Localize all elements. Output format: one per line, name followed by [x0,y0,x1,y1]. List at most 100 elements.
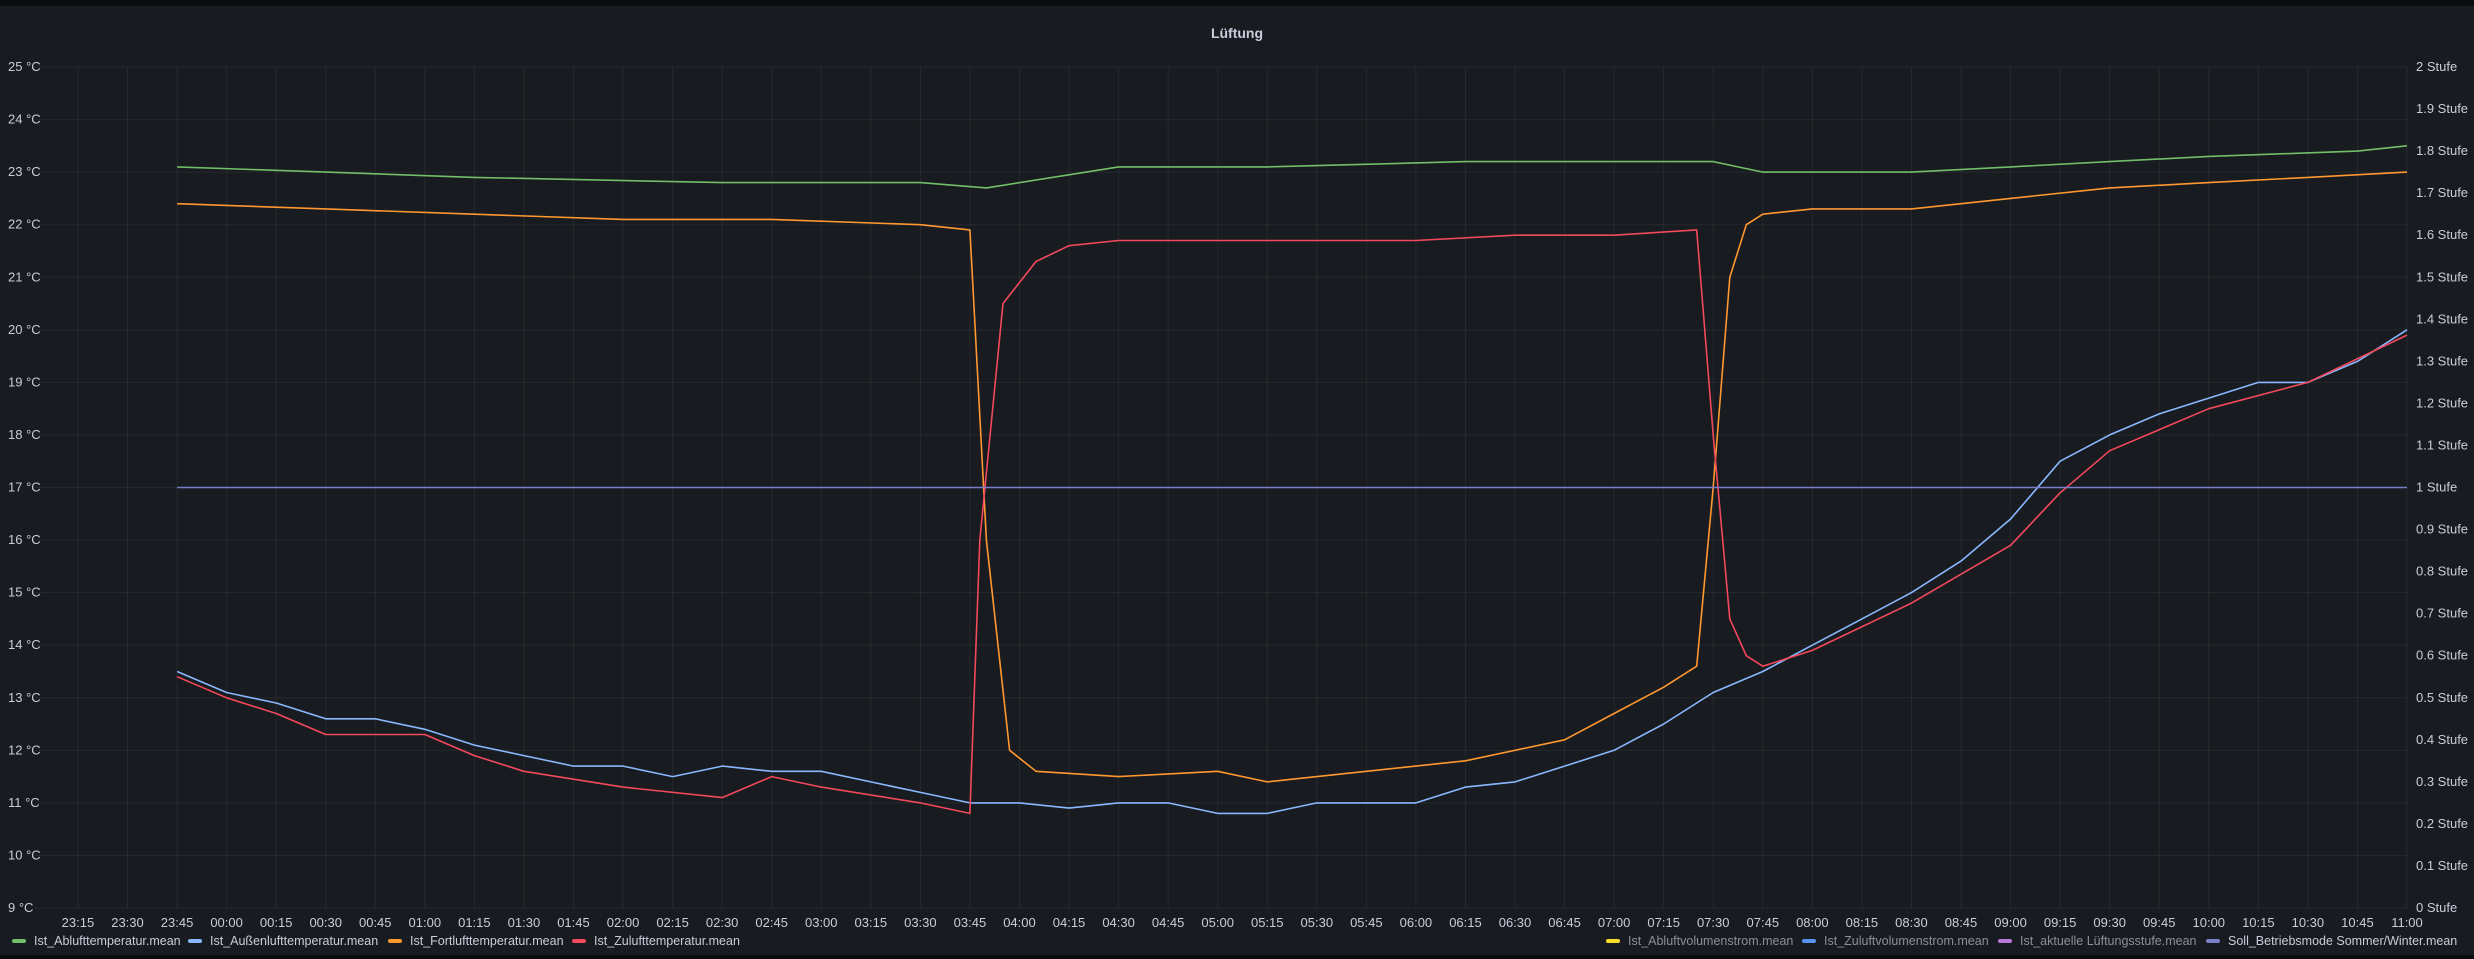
y-right-tick-label: 1.5 Stufe [2416,269,2468,284]
x-tick-label: 10:30 [2292,915,2325,930]
x-tick-label: 03:30 [904,915,937,930]
x-tick-label: 09:30 [2093,915,2126,930]
y-right-tick-label: 1.2 Stufe [2416,395,2468,410]
x-tick-label: 23:30 [111,915,144,930]
legend-item[interactable]: Ist_Fortlufttemperatur.mean [388,934,564,948]
legend: Ist_Ablufttemperatur.mean Ist_Außenluftte… [0,934,2474,950]
legend-item[interactable]: Ist_aktuelle Lüftungsstufe.mean [1998,934,2197,948]
y-right-tick-label: 0.5 Stufe [2416,690,2468,705]
series-line [176,329,2408,815]
x-tick-label: 06:30 [1499,915,1532,930]
y-right-tick-label: 1 Stufe [2416,480,2457,495]
y-left-tick-label: 17 °C [8,480,41,495]
y-right-tick-label: 0.7 Stufe [2416,606,2468,621]
y-right-tick-label: 0.1 Stufe [2416,858,2468,873]
legend-label: Ist_Zuluftvolumenstrom.mean [1824,934,1989,948]
x-tick-label: 00:30 [309,915,342,930]
legend-swatch [1802,939,1816,943]
y-right-tick-label: 0.6 Stufe [2416,648,2468,663]
x-tick-label: 07:45 [1747,915,1780,930]
y-left-tick-label: 14 °C [8,637,41,652]
legend-label: Soll_Betriebsmode Sommer/Winter.mean [2228,934,2458,948]
x-tick-label: 00:00 [210,915,243,930]
x-tick-label: 07:30 [1697,915,1730,930]
y-right-tick-label: 0.8 Stufe [2416,564,2468,579]
x-tick-label: 08:00 [1796,915,1829,930]
legend-label: Ist_Fortlufttemperatur.mean [410,934,564,948]
y-right-tick-label: 0.9 Stufe [2416,522,2468,537]
y-right-tick-label: 1.8 Stufe [2416,143,2468,158]
y-right-tick-label: 1.6 Stufe [2416,227,2468,242]
x-tick-label: 03:15 [855,915,888,930]
legend-item[interactable]: Ist_Außenlufttemperatur.mean [188,934,378,948]
line-chart: 9 °C 10 °C 11 °C 12 °C 13 °C 14 °C 15 °C 16 °C 1… [8,59,2468,930]
x-tick-label: 02:15 [656,915,689,930]
y-left-tick-label: 11 °C [8,795,40,810]
x-tick-label: 02:30 [706,915,739,930]
y-right-tick-label: 0.2 Stufe [2416,816,2468,831]
legend-item[interactable]: Ist_Abluftvolumenstrom.mean [1606,934,1793,948]
x-tick-label: 04:15 [1053,915,1086,930]
series-line [177,171,2408,783]
y-left-tick-label: 24 °C [8,112,41,127]
x-tick-label: 09:00 [1994,915,2027,930]
legend-item[interactable]: Ist_Zulufttemperatur.mean [572,934,740,948]
legend-swatch [1998,939,2012,943]
legend-swatch [1606,939,1620,943]
y-left-tick-label: 13 °C [8,690,41,705]
x-tick-label: 00:15 [260,915,293,930]
x-tick-label: 00:45 [359,915,392,930]
x-tick-label: 01:15 [458,915,491,930]
y-right-tick-label: 1.9 Stufe [2416,101,2468,116]
x-tick-label: 06:00 [1400,915,1433,930]
legend-label: Ist_Außenlufttemperatur.mean [210,934,379,948]
y-right-tick-label: 0.3 Stufe [2416,774,2468,789]
x-tick-label: 10:00 [2193,915,2226,930]
x-tick-label: 07:00 [1598,915,1631,930]
x-tick-label: 05:45 [1350,915,1383,930]
x-tick-label: 08:15 [1846,915,1879,930]
x-tick-label: 10:15 [2242,915,2275,930]
y-right-tick-label: 1.7 Stufe [2416,185,2468,200]
x-tick-label: 01:00 [409,915,442,930]
legend-swatch [2206,939,2220,943]
x-tick-label: 03:00 [805,915,838,930]
legend-swatch [12,939,26,943]
x-tick-label: 06:45 [1548,915,1581,930]
y-right-tick-label: 1.3 Stufe [2416,353,2468,368]
x-tick-label: 05:15 [1251,915,1284,930]
x-tick-label: 03:45 [954,915,987,930]
x-tick-label: 08:30 [1895,915,1928,930]
axis-layer: 9 °C 10 °C 11 °C 12 °C 13 °C 14 °C 15 °C 16 °C 1… [8,59,2468,930]
series-layer [176,145,2408,815]
legend-item[interactable]: Soll_Betriebsmode Sommer/Winter.mean [2206,934,2457,948]
x-tick-label: 02:45 [755,915,788,930]
legend-label: Ist_Zulufttemperatur.mean [594,934,740,948]
x-tick-label: 08:45 [1945,915,1978,930]
x-tick-label: 04:45 [1152,915,1185,930]
y-left-tick-label: 9 °C [8,900,33,915]
x-tick-label: 11:00 [2391,915,2423,930]
legend-label: Ist_Abluftvolumenstrom.mean [1628,934,1794,948]
legend-item[interactable]: Ist_Zuluftvolumenstrom.mean [1802,934,1989,948]
x-tick-label: 23:15 [62,915,95,930]
y-left-tick-label: 21 °C [8,269,41,284]
x-tick-label: 23:45 [161,915,194,930]
x-tick-label: 09:45 [2143,915,2176,930]
legend-swatch [188,939,202,943]
x-tick-label: 01:45 [557,915,590,930]
x-tick-label: 10:45 [2341,915,2374,930]
y-right-tick-label: 1.4 Stufe [2416,311,2468,326]
y-left-tick-label: 25 °C [8,59,41,74]
y-right-tick-label: 1.1 Stufe [2416,437,2468,452]
y-left-tick-label: 22 °C [8,217,41,232]
x-tick-label: 05:00 [1201,915,1234,930]
legend-item[interactable]: Ist_Ablufttemperatur.mean [12,934,181,948]
y-right-tick-label: 0.4 Stufe [2416,732,2468,747]
x-tick-label: 07:15 [1647,915,1680,930]
y-left-tick-label: 16 °C [8,532,41,547]
y-left-tick-label: 20 °C [8,322,41,337]
y-left-tick-label: 10 °C [8,847,41,862]
y-left-tick-label: 19 °C [8,374,41,389]
